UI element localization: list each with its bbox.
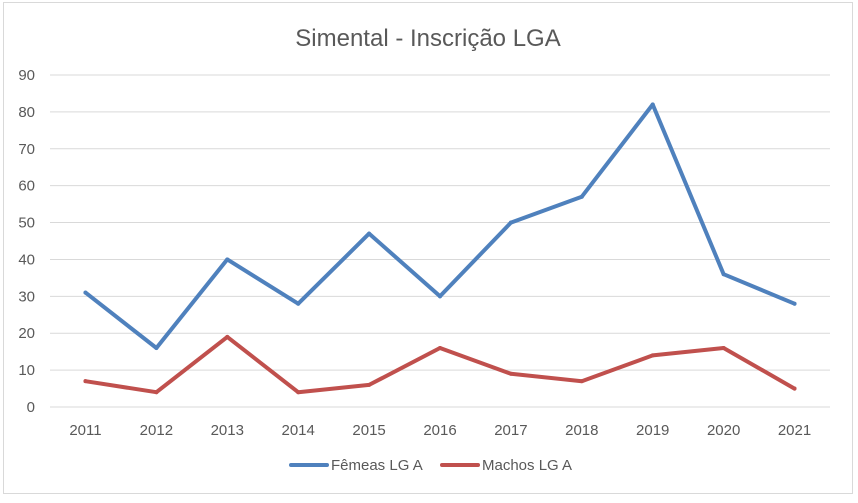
data-point	[650, 353, 655, 358]
data-point	[154, 390, 159, 395]
y-tick-label: 70	[18, 141, 35, 158]
data-point	[154, 345, 159, 350]
data-point	[721, 272, 726, 277]
series-line-1	[83, 334, 797, 395]
y-tick-label: 0	[27, 399, 35, 416]
y-tick-label: 90	[18, 67, 35, 84]
x-tick-label: 2016	[423, 422, 456, 439]
data-point	[83, 379, 88, 384]
x-tick-label: 2013	[211, 422, 244, 439]
x-tick-label: 2019	[636, 422, 669, 439]
data-point	[650, 102, 655, 107]
y-tick-label: 50	[18, 215, 35, 232]
data-point	[792, 386, 797, 391]
legend-label: Machos LG A	[482, 457, 572, 474]
data-point	[296, 390, 301, 395]
y-tick-label: 40	[18, 251, 35, 268]
y-tick-label: 80	[18, 104, 35, 121]
x-tick-label: 2015	[352, 422, 385, 439]
data-point	[438, 345, 442, 350]
gridlines	[50, 74, 830, 408]
series-line-0	[83, 102, 797, 350]
legend: Fêmeas LG A Machos LG A	[289, 457, 572, 474]
series-lines	[83, 102, 797, 395]
data-point	[721, 345, 726, 350]
x-axis-tick-labels: 2011 2012 2013 2014 2015 2016 2017 2018 2019 2020…	[69, 422, 811, 439]
y-tick-label: 30	[18, 288, 35, 305]
data-point	[83, 290, 88, 295]
x-tick-label: 2011	[69, 422, 101, 439]
x-tick-label: 2017	[494, 422, 527, 439]
x-tick-label: 2020	[707, 422, 740, 439]
data-point	[225, 257, 230, 262]
y-axis-tick-labels: 0 10 20 30 40 50 60 70 80 90	[18, 67, 35, 416]
y-tick-label: 60	[18, 178, 35, 195]
x-tick-label: 2021	[778, 422, 811, 439]
data-point	[225, 334, 230, 339]
data-point	[438, 294, 442, 299]
data-point	[296, 301, 301, 306]
x-tick-label: 2018	[565, 422, 598, 439]
data-point	[792, 301, 797, 306]
chart-title: Simental - Inscrição LGA	[295, 25, 560, 52]
data-point	[508, 371, 513, 376]
legend-label: Fêmeas LG A	[331, 457, 423, 474]
data-point	[367, 382, 372, 387]
data-point	[508, 220, 513, 225]
y-tick-label: 10	[18, 362, 35, 379]
data-point	[579, 194, 584, 199]
y-tick-label: 20	[18, 325, 35, 342]
data-point	[579, 379, 584, 384]
data-point	[367, 231, 372, 236]
x-tick-label: 2012	[140, 422, 173, 439]
x-tick-label: 2014	[281, 422, 314, 439]
